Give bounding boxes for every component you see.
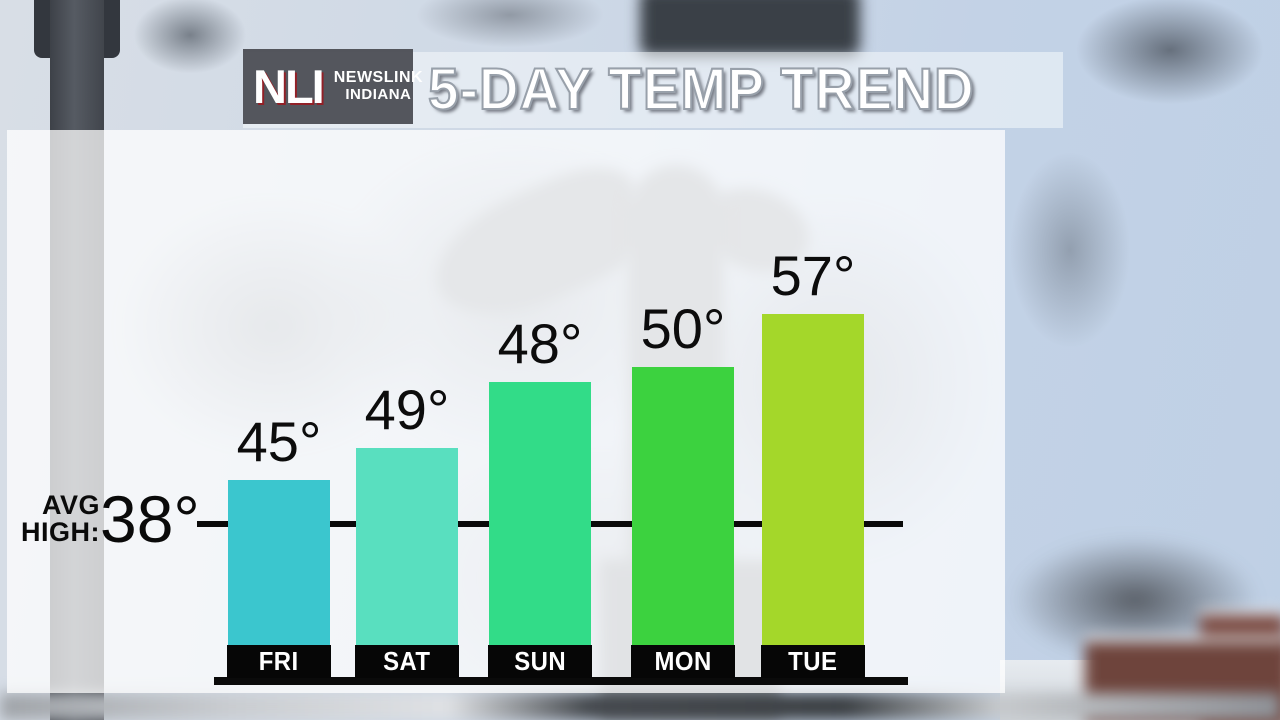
logo-name: NEWSLINK INDIANA bbox=[333, 69, 424, 104]
day-label-fri: FRI bbox=[259, 646, 299, 676]
chart-baseline bbox=[214, 677, 908, 685]
avg-label-line2: HIGH: bbox=[21, 517, 100, 547]
day-box-mon: MON bbox=[631, 645, 735, 678]
day-label-mon: MON bbox=[654, 646, 712, 676]
day-box-tue: TUE bbox=[761, 645, 865, 678]
bar-mon bbox=[632, 367, 734, 680]
bar-sat bbox=[356, 448, 458, 680]
day-label-sat: SAT bbox=[383, 646, 431, 676]
bar-value-mon: 50° bbox=[640, 297, 726, 360]
avg-label-line1: AVG bbox=[41, 490, 100, 520]
logo-abbr: NLI bbox=[253, 60, 325, 113]
bar-value-tue: 57° bbox=[770, 244, 856, 307]
ground-strip bbox=[0, 693, 1280, 720]
day-box-sun: SUN bbox=[488, 645, 592, 678]
logo-indiana: INDIANA bbox=[345, 86, 412, 104]
bar-value-sat: 49° bbox=[364, 378, 450, 441]
day-label-sun: SUN bbox=[514, 646, 566, 676]
avg-high-value: 38° bbox=[100, 482, 200, 556]
station-logo: NLI NEWSLINK INDIANA bbox=[243, 49, 423, 124]
bar-sun bbox=[489, 382, 591, 680]
logo-newslink: NEWSLINK bbox=[333, 69, 424, 87]
tree-branches bbox=[380, 0, 640, 60]
avg-high-label: AVG HIGH: bbox=[8, 492, 100, 546]
bar-value-fri: 45° bbox=[236, 410, 322, 473]
tree-branches bbox=[1040, 0, 1280, 125]
day-label-tue: TUE bbox=[788, 646, 838, 676]
bar-tue bbox=[762, 314, 864, 680]
day-box-sat: SAT bbox=[355, 645, 459, 678]
bar-value-sun: 48° bbox=[497, 312, 583, 375]
tree-branches bbox=[990, 120, 1150, 380]
page-title: 5-DAY TEMP TREND bbox=[427, 55, 975, 122]
day-box-fri: FRI bbox=[227, 645, 331, 678]
monument-top bbox=[640, 0, 860, 56]
